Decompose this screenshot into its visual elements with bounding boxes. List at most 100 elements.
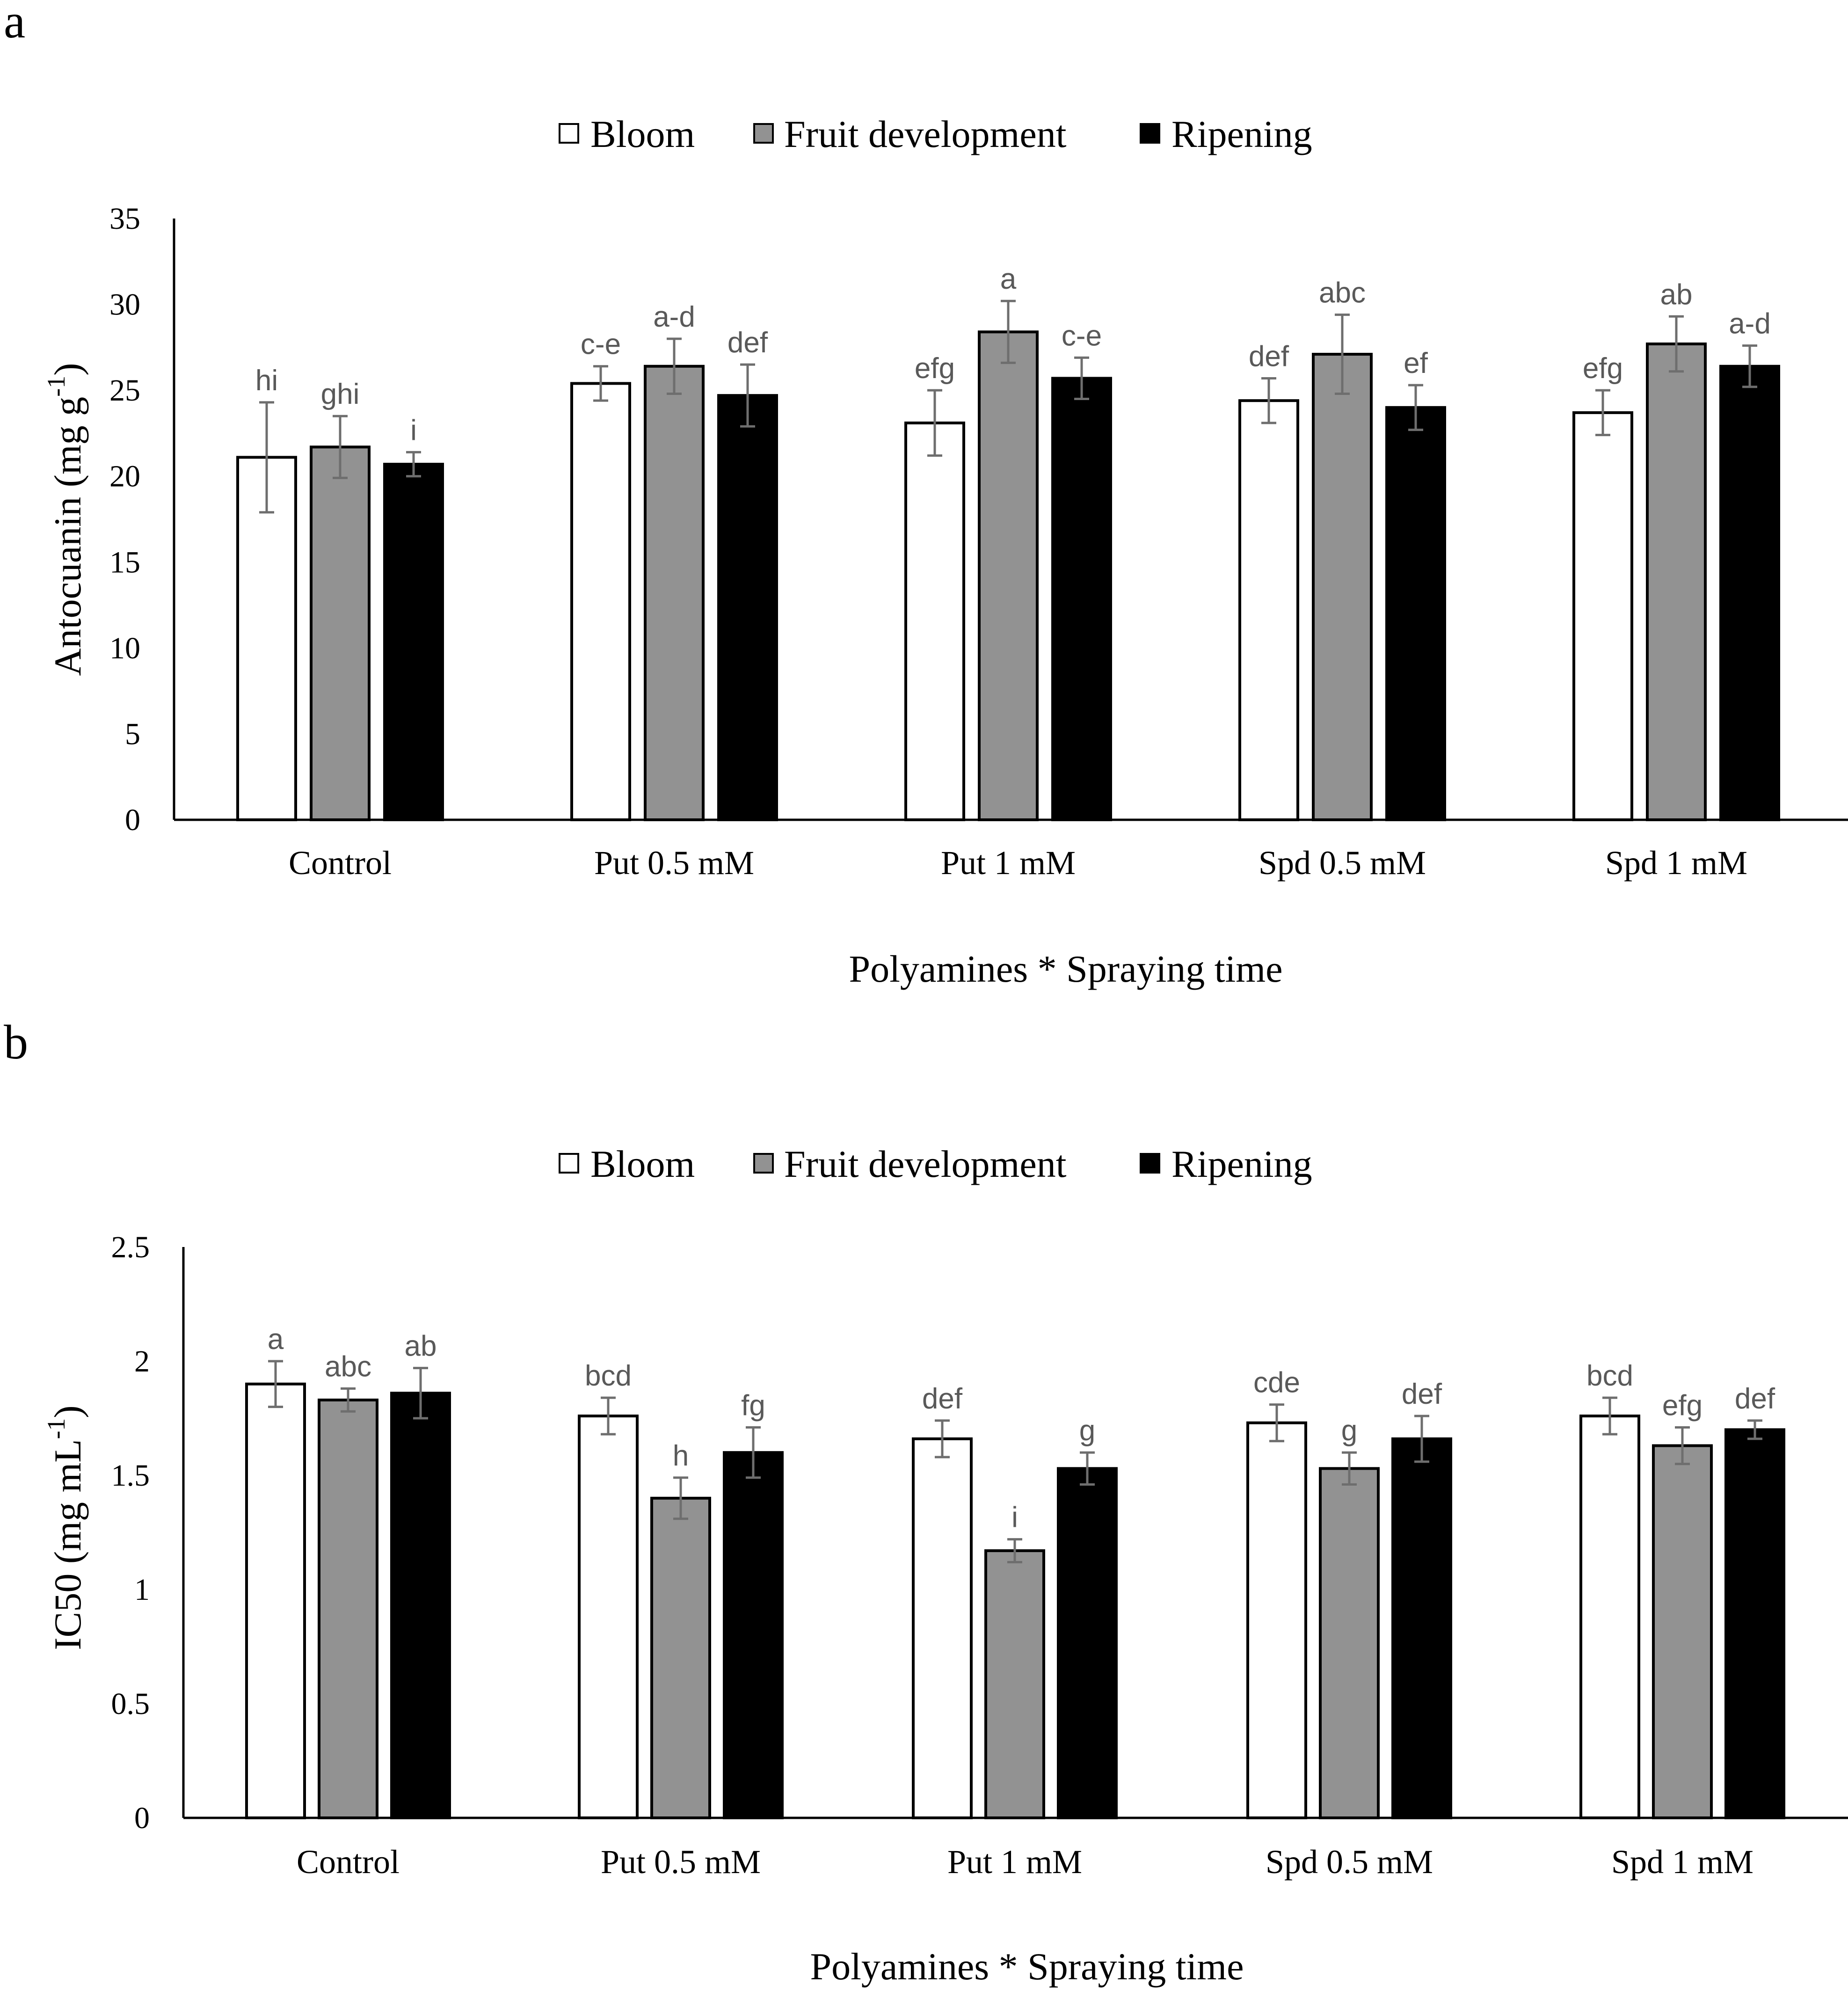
bar-ripening-put-0-5-mm: [717, 394, 778, 821]
bar-fruit-development-put-1-mm: [984, 1549, 1045, 1820]
legend-label-fruit-development: Fruit development: [784, 1143, 1067, 1185]
y-axis-title-b: IC50 (mg mL-1): [42, 1405, 89, 1650]
significance-label-ripening-put-0-5-mm: def: [728, 327, 768, 359]
legend-label-ripening: Ripening: [1171, 1143, 1312, 1185]
bar-fruit-development-control: [310, 445, 371, 821]
y-tick-label: 25: [109, 373, 140, 408]
x-category-label-control: Control: [297, 1843, 400, 1881]
x-category-label-control: Control: [289, 844, 392, 882]
significance-label-ripening-put-1-mm: c-e: [1062, 320, 1102, 352]
bar-ripening-spd-0-5-mm: [1385, 406, 1446, 821]
significance-label-ripening-spd-1-mm: def: [1735, 1383, 1775, 1415]
x-category-label-put-0-5-mm: Put 0.5 mM: [601, 1843, 761, 1881]
significance-label-bloom-spd-1-mm: bcd: [1586, 1360, 1633, 1392]
y-tick-label: 1: [134, 1573, 150, 1607]
y-axis-title-a-end: ): [46, 363, 89, 376]
y-axis-title-a: Antocuanin (mg g-1): [42, 363, 89, 676]
legend-swatch-ripening: [1140, 1153, 1160, 1174]
legend-b: Bloom Fruit development Ripening: [559, 1143, 1312, 1185]
legend-label-bloom: Bloom: [590, 113, 695, 155]
significance-label-ripening-put-0-5-mm: fg: [741, 1390, 765, 1422]
x-category-label-spd-0-5-mm: Spd 0.5 mM: [1259, 844, 1426, 882]
y-tick-label: 0.5: [111, 1687, 150, 1721]
bar-bloom-put-1-mm: [904, 421, 965, 821]
bar-fruit-development-put-0-5-mm: [650, 1496, 711, 1820]
bar-fruit-development-control: [318, 1398, 378, 1819]
bar-ripening-spd-1-mm: [1724, 1428, 1785, 1819]
y-ticks-a: 0 5 10 15 20 25 30 35: [109, 202, 140, 837]
y-tick-label: 2: [134, 1344, 150, 1378]
bar-fruit-development-spd-1-mm: [1646, 343, 1707, 821]
significance-label-ripening-put-1-mm: g: [1079, 1415, 1095, 1447]
legend-a: Bloom Fruit development Ripening: [559, 113, 1312, 155]
x-category-label-spd-1-mm: Spd 1 mM: [1611, 1843, 1753, 1881]
significance-label-fruit-development-control: ghi: [321, 378, 360, 410]
x-axis-title-b: Polyamines * Spraying time: [810, 1945, 1244, 1988]
significance-label-bloom-spd-1-mm: efg: [1583, 352, 1623, 385]
significance-label-ripening-spd-0-5-mm: ef: [1404, 347, 1428, 379]
bar-fruit-development-spd-0-5-mm: [1319, 1467, 1380, 1820]
y-axis-title-a-sup: -1: [42, 376, 70, 397]
bar-bloom-spd-1-mm: [1572, 411, 1633, 821]
significance-label-fruit-development-put-0-5-mm: a-d: [653, 301, 695, 333]
bar-bloom-spd-0-5-mm: [1246, 1421, 1307, 1819]
significance-label-fruit-development-put-1-mm: a: [1000, 263, 1017, 295]
significance-label-bloom-control: hi: [255, 365, 278, 397]
y-tick-label: 1.5: [111, 1459, 150, 1493]
bar-bloom-spd-0-5-mm: [1238, 399, 1299, 821]
y-tick-label: 2.5: [111, 1230, 150, 1264]
bar-bloom-control: [245, 1382, 306, 1820]
significance-label-ripening-control: i: [410, 414, 417, 446]
x-category-label-spd-1-mm: Spd 1 mM: [1605, 844, 1747, 882]
bar-fruit-development-spd-0-5-mm: [1312, 353, 1373, 821]
significance-label-bloom-put-0-5-mm: bcd: [585, 1360, 632, 1392]
significance-label-bloom-control: a: [268, 1323, 284, 1356]
y-axis-title-a-main: Antocuanin (mg g: [46, 397, 89, 676]
significance-label-ripening-spd-0-5-mm: def: [1402, 1378, 1442, 1410]
significance-label-ripening-control: ab: [405, 1330, 437, 1363]
y-tick-label: 0: [134, 1801, 150, 1835]
legend-swatch-bloom: [559, 1153, 579, 1174]
y-axis-title-b-sup: -1: [42, 1418, 70, 1439]
significance-label-bloom-put-0-5-mm: c-e: [581, 328, 621, 361]
significance-label-fruit-development-spd-1-mm: ab: [1660, 278, 1693, 311]
y-tick-label: 5: [125, 717, 140, 751]
bar-bloom-control: [236, 456, 297, 821]
bar-bloom-spd-1-mm: [1579, 1415, 1640, 1820]
bar-ripening-put-1-mm: [1051, 377, 1112, 821]
x-category-label-put-0-5-mm: Put 0.5 mM: [594, 844, 754, 882]
significance-label-bloom-put-1-mm: efg: [915, 352, 955, 385]
x-category-label-put-1-mm: Put 1 mM: [947, 1843, 1082, 1881]
bar-fruit-development-put-1-mm: [978, 330, 1039, 821]
panel-label-b: b: [4, 1015, 28, 1069]
bar-ripening-control: [390, 1392, 451, 1820]
legend-label-fruit-development: Fruit development: [784, 113, 1067, 155]
x-category-label-put-1-mm: Put 1 mM: [941, 844, 1076, 882]
bar-ripening-put-0-5-mm: [723, 1451, 784, 1819]
significance-label-bloom-spd-0-5-mm: cde: [1253, 1367, 1300, 1399]
y-tick-label: 10: [109, 631, 140, 665]
y-tick-label: 0: [125, 803, 140, 837]
bar-fruit-development-spd-1-mm: [1652, 1444, 1713, 1820]
legend-swatch-fruit-development: [753, 1153, 774, 1174]
legend-swatch-ripening: [1140, 123, 1160, 144]
y-axis-title-b-end: ): [46, 1405, 89, 1418]
significance-label-ripening-spd-1-mm: a-d: [1729, 308, 1771, 340]
significance-label-bloom-put-1-mm: def: [922, 1383, 963, 1415]
y-tick-label: 20: [109, 459, 140, 494]
bar-ripening-control: [383, 463, 444, 821]
bar-ripening-spd-1-mm: [1719, 365, 1780, 821]
y-ticks-b: 0 0.5 1 1.5 2 2.5: [111, 1230, 150, 1835]
y-tick-label: 30: [109, 288, 140, 322]
significance-label-fruit-development-put-1-mm: i: [1011, 1502, 1018, 1534]
bar-bloom-put-0-5-mm: [570, 382, 631, 821]
panel-a: a Bloom Fruit development Ripening 0 5 10 1…: [4, 0, 1848, 990]
significance-label-fruit-development-spd-1-mm: efg: [1662, 1390, 1702, 1422]
legend-swatch-bloom: [559, 123, 579, 144]
x-categories-b: Control Put 0.5 mM Put 1 mM Spd 0.5 mM Spd 1…: [297, 1843, 1753, 1881]
bar-bloom-put-0-5-mm: [578, 1415, 639, 1820]
y-tick-label: 15: [109, 545, 140, 579]
legend-label-bloom: Bloom: [590, 1143, 695, 1185]
